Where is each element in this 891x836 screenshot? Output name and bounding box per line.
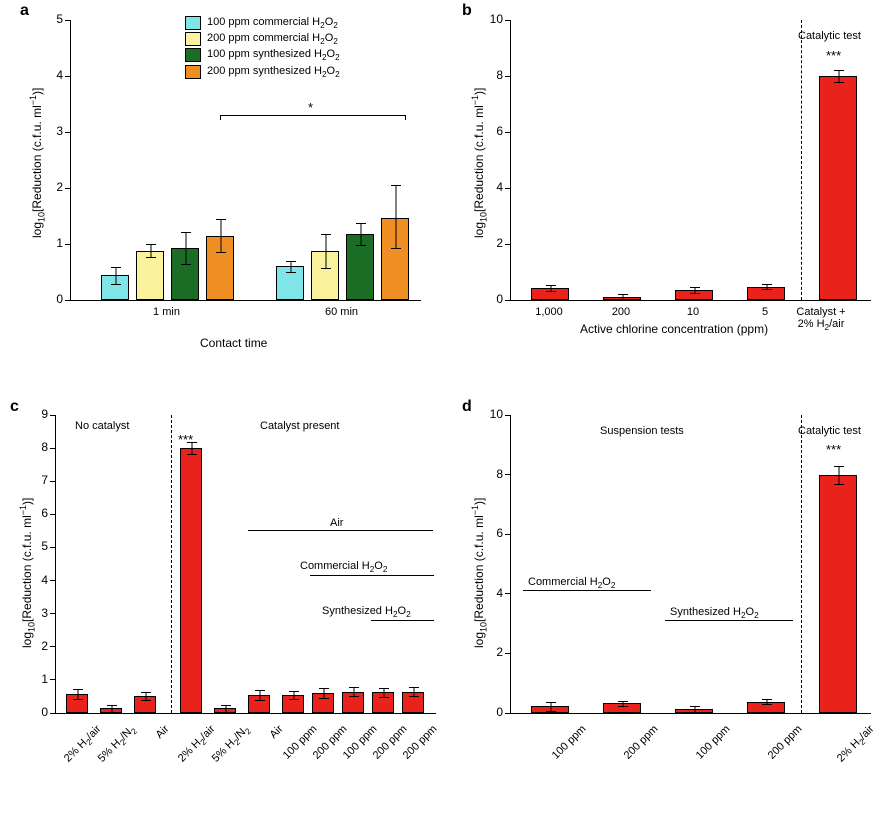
panel-c-comm-line — [310, 575, 434, 576]
error-bar — [145, 692, 146, 693]
xtick-label: Catalyst +2% H2/air — [791, 306, 851, 332]
panel-c-annot-nocat: No catalyst — [75, 420, 129, 432]
ytick-label: 0 — [39, 292, 63, 306]
legend-item: 200 ppm synthesized H2O2 — [185, 65, 340, 79]
panel-c-annot-cat: Catalyst present — [260, 420, 339, 432]
error-bar — [550, 285, 551, 286]
panel-a-sig-star: * — [308, 100, 313, 115]
error-bar — [77, 689, 78, 690]
panel-d-annot-catalytic: Catalytic test — [798, 425, 861, 437]
bar — [180, 448, 202, 713]
panel-d-annot-syn: Synthesized H2O2 — [670, 606, 759, 620]
error-bar — [290, 261, 291, 262]
panel-c-sig: *** — [178, 432, 193, 447]
panel-a-xlabel: Contact time — [200, 336, 267, 350]
ytick-label: 4 — [39, 68, 63, 82]
error-bar — [550, 702, 551, 703]
xtick-label: 60 min — [275, 306, 408, 318]
panel-b-ylabel: log10[Reduction (c.f.u. ml−1)] — [470, 88, 488, 238]
panel-c-ylabel: log10[Reduction (c.f.u. ml−1)] — [18, 498, 36, 648]
error-bar — [622, 701, 623, 702]
panel-d-label: d — [462, 398, 472, 416]
error-bar — [694, 706, 695, 707]
ytick-label: 1 — [24, 672, 48, 686]
panel-d-annot-comm: Commercial H2O2 — [528, 576, 615, 590]
ytick-label: 10 — [479, 12, 503, 26]
panel-a-label: a — [20, 2, 29, 20]
error-bar — [395, 185, 396, 186]
ytick-label: 1 — [39, 236, 63, 250]
error-bar — [325, 234, 326, 235]
error-bar — [185, 232, 186, 233]
error-bar — [293, 691, 294, 692]
error-bar — [150, 244, 151, 245]
xtick-label: 200 ppm — [739, 723, 804, 788]
bar — [819, 475, 857, 713]
ytick-label: 0 — [479, 705, 503, 719]
panel-b-annot-catalytic: Catalytic test — [798, 30, 861, 42]
ytick-label: 10 — [479, 407, 503, 421]
ytick-label: 8 — [479, 68, 503, 82]
panel-c-air-line — [248, 530, 433, 531]
panel-d-annot-susp: Suspension tests — [600, 425, 684, 437]
error-bar — [838, 70, 839, 71]
xtick-label: 5 — [731, 306, 799, 318]
error-bar — [115, 267, 116, 268]
panel-b-sig: *** — [826, 48, 841, 63]
panel-d-plot: 0246810 — [510, 415, 871, 714]
panel-d-ylabel: log10[Reduction (c.f.u. ml−1)] — [470, 498, 488, 648]
panel-c-label: c — [10, 398, 19, 416]
error-bar — [323, 688, 324, 689]
panel-b-divider — [801, 20, 802, 300]
error-bar — [220, 219, 221, 220]
panel-a-ylabel: log10[Reduction (c.f.u. ml−1)] — [28, 88, 46, 238]
error-bar — [225, 705, 226, 706]
panel-c-divider — [171, 415, 172, 713]
legend-item: 200 ppm commercial H2O2 — [185, 32, 340, 46]
error-bar — [622, 294, 623, 295]
xtick-label: 2% H2/air — [811, 723, 878, 790]
panel-c-annot-comm: Commercial H2O2 — [300, 560, 387, 574]
error-bar — [111, 705, 112, 706]
legend-item: 100 ppm commercial H2O2 — [185, 16, 340, 30]
ytick-label: 0 — [479, 292, 503, 306]
xtick-label: 100 ppm — [667, 723, 732, 788]
panel-b-xlabel: Active chlorine concentration (ppm) — [580, 322, 768, 336]
xtick-label: 100 ppm — [523, 723, 588, 788]
panel-d-sig: *** — [826, 442, 841, 457]
ytick-label: 8 — [24, 440, 48, 454]
ytick-label: 0 — [24, 705, 48, 719]
ytick-label: 7 — [24, 473, 48, 487]
bar — [819, 76, 857, 300]
ytick-label: 8 — [479, 467, 503, 481]
error-bar — [360, 223, 361, 224]
error-bar — [413, 687, 414, 688]
panel-c-annot-syn: Synthesized H2O2 — [322, 605, 411, 619]
error-bar — [383, 688, 384, 689]
error-bar — [838, 466, 839, 467]
xtick-label: 200 ppm — [595, 723, 660, 788]
xtick-label: 1,000 — [515, 306, 583, 318]
panel-c-annot-air: Air — [330, 517, 343, 529]
legend-item: 100 ppm synthesized H2O2 — [185, 48, 340, 62]
error-bar — [766, 699, 767, 700]
error-bar — [694, 287, 695, 288]
error-bar — [259, 690, 260, 691]
panel-b-plot: 0246810 — [510, 20, 871, 301]
ytick-label: 9 — [24, 407, 48, 421]
panel-d-divider — [801, 415, 802, 713]
xtick-label: 1 min — [100, 306, 233, 318]
panel-b-label: b — [462, 2, 472, 20]
xtick-label: 200 — [587, 306, 655, 318]
panel-a-legend: 100 ppm commercial H2O2 200 ppm commercia… — [185, 16, 340, 81]
error-bar — [353, 687, 354, 688]
error-bar — [766, 284, 767, 285]
ytick-label: 2 — [479, 236, 503, 250]
xtick-label: 10 — [659, 306, 727, 318]
panel-a-sig-line — [220, 115, 405, 116]
panel-c-syn-line — [371, 620, 434, 621]
ytick-label: 5 — [39, 12, 63, 26]
